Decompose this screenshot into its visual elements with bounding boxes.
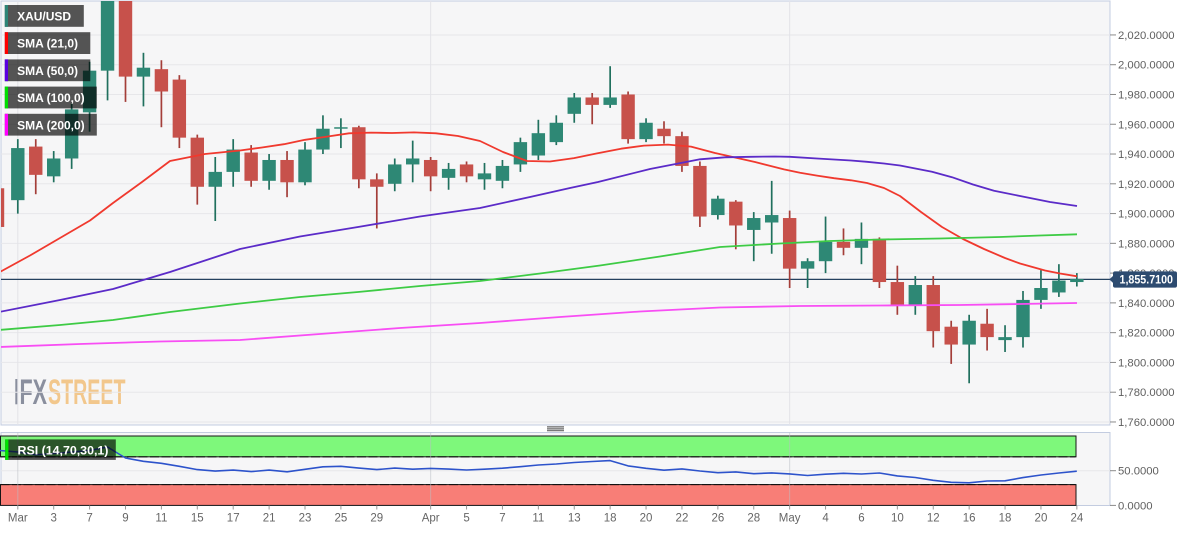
svg-text:18: 18 — [999, 512, 1012, 524]
svg-text:22: 22 — [676, 512, 689, 524]
svg-text:17: 17 — [227, 512, 240, 524]
svg-text:21: 21 — [263, 512, 276, 524]
svg-text:7: 7 — [499, 512, 505, 524]
svg-text:2,000.0000: 2,000.0000 — [1118, 60, 1175, 72]
svg-text:15: 15 — [191, 512, 204, 524]
svg-text:28: 28 — [747, 512, 760, 524]
svg-text:18: 18 — [604, 512, 617, 524]
svg-text:SMA (200,0): SMA (200,0) — [17, 118, 85, 132]
svg-text:RSI (14,70,30,1): RSI (14,70,30,1) — [18, 443, 109, 457]
svg-text:2,020.0000: 2,020.0000 — [1118, 30, 1175, 42]
svg-text:SMA (21,0): SMA (21,0) — [17, 37, 78, 51]
svg-text:6: 6 — [858, 512, 864, 524]
svg-text:11: 11 — [532, 512, 544, 524]
svg-text:12: 12 — [927, 512, 940, 524]
svg-text:7: 7 — [86, 512, 92, 524]
svg-text:1,900.0000: 1,900.0000 — [1118, 209, 1175, 221]
svg-text:SMA (50,0): SMA (50,0) — [17, 64, 78, 78]
svg-text:1,920.0000: 1,920.0000 — [1118, 179, 1175, 191]
svg-text:1,800.0000: 1,800.0000 — [1118, 357, 1175, 369]
svg-text:10: 10 — [891, 512, 904, 524]
svg-text:26: 26 — [711, 512, 724, 524]
svg-text:May: May — [779, 512, 801, 524]
svg-text:9: 9 — [122, 512, 128, 524]
svg-text:4: 4 — [822, 512, 829, 524]
svg-text:20: 20 — [1035, 512, 1048, 524]
svg-text:1,840.0000: 1,840.0000 — [1118, 298, 1175, 310]
svg-text:1,780.0000: 1,780.0000 — [1118, 387, 1175, 399]
svg-text:SMA (100,0): SMA (100,0) — [17, 91, 85, 105]
svg-text:XAU/USD: XAU/USD — [17, 10, 71, 24]
svg-text:24: 24 — [1070, 512, 1083, 524]
svg-text:1,760.0000: 1,760.0000 — [1118, 417, 1175, 429]
svg-text:20: 20 — [640, 512, 653, 524]
svg-text:1,960.0000: 1,960.0000 — [1118, 119, 1175, 131]
svg-text:3: 3 — [50, 512, 56, 524]
svg-text:1,940.0000: 1,940.0000 — [1118, 149, 1175, 161]
svg-text:1,980.0000: 1,980.0000 — [1118, 89, 1175, 101]
svg-text:50.0000: 50.0000 — [1118, 466, 1159, 478]
svg-text:Apr: Apr — [422, 512, 440, 524]
svg-text:25: 25 — [335, 512, 348, 524]
svg-text:1,820.0000: 1,820.0000 — [1118, 328, 1175, 340]
svg-text:29: 29 — [370, 512, 383, 524]
svg-text:1,880.0000: 1,880.0000 — [1118, 238, 1175, 250]
svg-text:Mar: Mar — [8, 512, 28, 524]
svg-text:23: 23 — [299, 512, 312, 524]
svg-text:16: 16 — [963, 512, 976, 524]
svg-text:13: 13 — [568, 512, 581, 524]
svg-text:11: 11 — [155, 512, 167, 524]
svg-text:5: 5 — [463, 512, 469, 524]
svg-text:0.0000: 0.0000 — [1118, 500, 1153, 512]
svg-text:1,855.7100: 1,855.7100 — [1120, 274, 1174, 287]
